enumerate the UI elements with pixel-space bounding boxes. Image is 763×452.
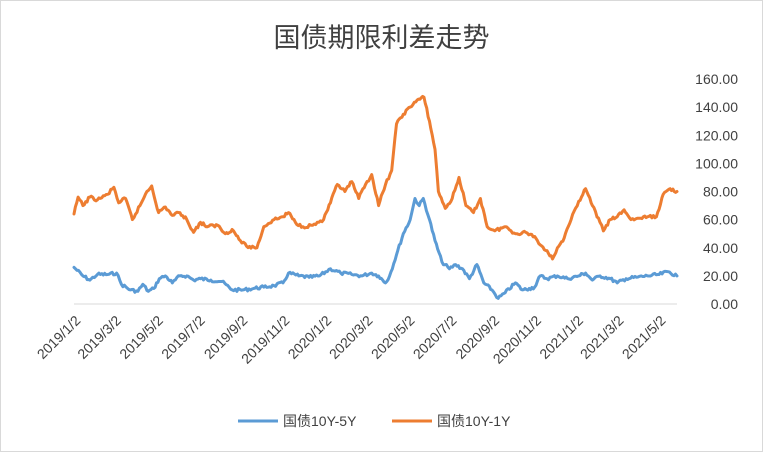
x-tick-label: 2019/1/2	[34, 312, 84, 362]
y-tick-label: 160.00	[695, 71, 738, 87]
y-tick-label: 80.00	[703, 184, 738, 200]
legend-label-2: 国债10Y-1Y	[437, 413, 511, 429]
legend-label-1: 国债10Y-5Y	[283, 413, 357, 429]
series-line-1	[72, 197, 679, 300]
x-tick-label: 2021/3/2	[577, 312, 627, 362]
x-tick-label: 2020/7/2	[410, 312, 460, 362]
legend: 国债10Y-5Y 国债10Y-1Y	[238, 413, 511, 429]
x-tick-label: 2021/1/2	[536, 312, 586, 362]
x-tick-label: 2020/1/2	[285, 312, 335, 362]
y-axis-labels: 0.00 20.00 40.00 60.00 80.00 100.00 120.00 140.…	[695, 71, 738, 312]
y-tick-label: 20.00	[703, 268, 738, 284]
y-tick-label: 120.00	[695, 127, 738, 143]
y-tick-label: 60.00	[703, 212, 738, 228]
y-tick-label: 100.00	[695, 155, 738, 171]
x-tick-label: 2021/5/2	[619, 312, 669, 362]
chart-title: 国债期限利差走势	[273, 23, 490, 54]
x-tick-label: 2019/3/2	[74, 312, 124, 362]
x-tick-label: 2020/3/2	[326, 312, 376, 362]
x-tick-label: 2019/7/2	[158, 312, 208, 362]
y-tick-label: 40.00	[703, 240, 738, 256]
x-tick-label: 2019/5/2	[116, 312, 166, 362]
y-tick-label: 140.00	[695, 99, 738, 115]
series-line-2	[72, 94, 679, 261]
x-tick-label: 2020/5/2	[368, 312, 418, 362]
series-layer	[72, 94, 679, 300]
y-tick-label: 0.00	[711, 296, 738, 312]
x-axis-labels: 2019/1/22019/3/22019/5/22019/7/22019/9/2…	[34, 312, 669, 367]
